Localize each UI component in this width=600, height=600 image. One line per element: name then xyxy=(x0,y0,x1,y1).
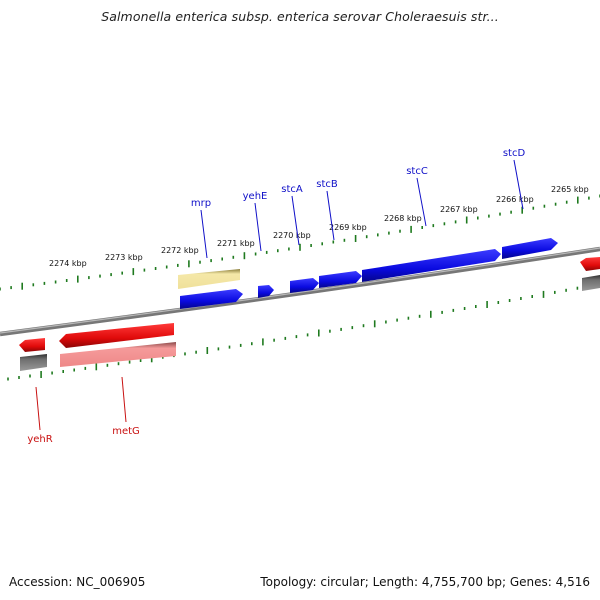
reverse-gene-labels: yehR metG xyxy=(27,426,139,445)
scale-label: 2265 kbp xyxy=(551,185,589,194)
gene-mrp[interactable] xyxy=(180,289,243,309)
gene-label-mrp: mrp xyxy=(191,198,211,209)
gene-label-yehE: yehE xyxy=(243,191,268,202)
gene-label-stcC: stcC xyxy=(406,166,428,177)
gene-stcA[interactable] xyxy=(290,278,319,293)
forward-label-leaders xyxy=(200,159,524,259)
gene-rna-mrp[interactable] xyxy=(178,269,240,289)
scale-label: 2268 kbp xyxy=(384,214,422,223)
scale-label: 2267 kbp xyxy=(440,205,478,214)
gene-label-metG: metG xyxy=(112,426,140,437)
reverse-label-leaders xyxy=(35,376,127,431)
forward-genes xyxy=(178,238,600,309)
gene-label-stcB: stcB xyxy=(316,179,338,190)
genome-backbone xyxy=(0,246,600,337)
scale-label: 2271 kbp xyxy=(217,239,255,248)
scale-label: 2272 kbp xyxy=(161,246,199,255)
genome-summary-text: Topology: circular; Length: 4,755,700 bp… xyxy=(260,575,590,589)
gene-metG[interactable] xyxy=(59,323,174,348)
gene-yehE[interactable] xyxy=(258,285,274,298)
gene-yehR[interactable] xyxy=(19,338,45,352)
feature-yehR[interactable] xyxy=(20,354,47,371)
tick-row-upper xyxy=(0,194,600,291)
scale-label: 2269 kbp xyxy=(329,223,367,232)
genome-backbone-highlight xyxy=(0,247,600,334)
leader-line xyxy=(291,195,300,246)
leader-line xyxy=(35,386,41,431)
leader-line xyxy=(200,209,208,259)
tick-row-lower xyxy=(7,280,600,381)
gene-label-stcA: stcA xyxy=(281,184,303,195)
scale-label: 2270 kbp xyxy=(273,231,311,240)
leader-line xyxy=(513,159,524,210)
gene-label-stcD: stcD xyxy=(503,148,526,159)
scale-labels: 2274 kbp 2273 kbp 2272 kbp 2271 kbp 2270… xyxy=(49,185,589,268)
gene-stcB[interactable] xyxy=(319,271,362,288)
gene-offscreen-right[interactable] xyxy=(580,257,600,271)
scale-label: 2273 kbp xyxy=(105,253,143,262)
leader-line xyxy=(121,376,127,423)
gene-stcD[interactable] xyxy=(502,238,558,259)
forward-gene-labels: mrp yehE stcA stcB stcC stcD xyxy=(191,148,526,209)
gene-label-yehR: yehR xyxy=(27,434,52,445)
leader-line xyxy=(326,190,335,241)
scale-label: 2266 kbp xyxy=(496,195,534,204)
leader-line xyxy=(254,202,262,252)
scale-label: 2274 kbp xyxy=(49,259,87,268)
map-title: Salmonella enterica subsp. enterica sero… xyxy=(101,9,499,24)
leader-line xyxy=(416,177,427,227)
accession-text: Accession: NC_006905 xyxy=(9,575,146,589)
gene-stcC[interactable] xyxy=(362,249,501,282)
pseudo-metG[interactable] xyxy=(60,342,176,367)
reverse-genes xyxy=(19,323,176,371)
feature-offscreen-right[interactable] xyxy=(582,275,600,291)
